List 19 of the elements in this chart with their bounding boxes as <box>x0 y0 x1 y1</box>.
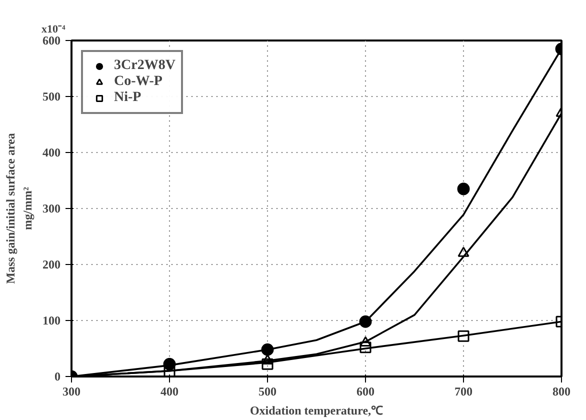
legend-label: Ni-P <box>114 90 142 106</box>
x-axis-title: Oxidation temperature,℃ <box>250 404 384 418</box>
y-tick-label: 400 <box>42 146 60 160</box>
legend-label: Co-W-P <box>114 74 162 90</box>
y-axis-title: Mass gain/initial surface area mg/mm² <box>4 133 34 284</box>
x-tick-label: 300 <box>62 384 80 398</box>
x-tick-label: 800 <box>552 384 570 398</box>
x-tick-label: 600 <box>356 384 374 398</box>
y-tick-label: 200 <box>42 258 60 272</box>
text: x10⁻⁴ <box>42 24 66 36</box>
legend-label: 3Cr2W8V <box>114 58 176 74</box>
y-tick-label: 600 <box>42 34 60 48</box>
x-tick-label: 400 <box>160 384 178 398</box>
y-tick-label: 300 <box>42 202 60 216</box>
y-tick-label: 500 <box>42 90 60 104</box>
y-tick-label: 100 <box>42 314 60 328</box>
y-tick-label: 0 <box>54 370 60 384</box>
x-tick-label: 500 <box>258 384 276 398</box>
x-tick-label: 700 <box>454 384 472 398</box>
